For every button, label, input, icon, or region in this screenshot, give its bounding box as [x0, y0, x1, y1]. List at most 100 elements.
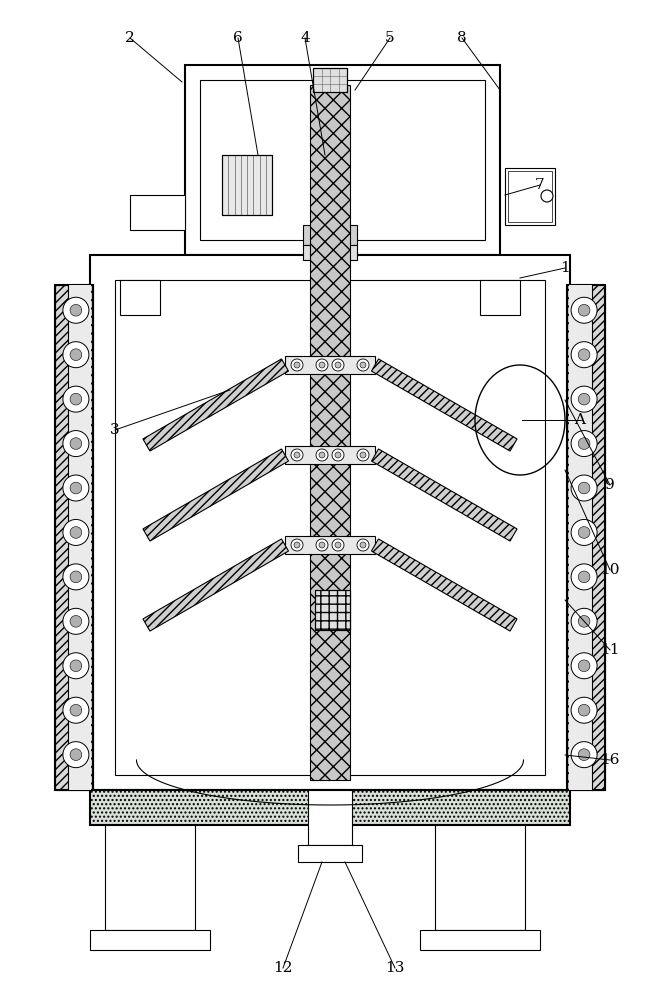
Circle shape: [63, 653, 89, 679]
Circle shape: [578, 349, 590, 361]
Bar: [105, 825, 195, 930]
Circle shape: [291, 359, 303, 371]
Circle shape: [571, 519, 597, 545]
Polygon shape: [372, 539, 517, 631]
Polygon shape: [143, 449, 289, 541]
Text: 13: 13: [386, 961, 405, 975]
Bar: [508, 171, 552, 222]
Circle shape: [357, 449, 369, 461]
Circle shape: [571, 475, 597, 501]
Circle shape: [578, 571, 590, 583]
Bar: [130, 195, 185, 230]
Bar: [480, 280, 520, 315]
Bar: [315, 590, 350, 630]
Bar: [310, 85, 350, 780]
Circle shape: [571, 742, 597, 768]
Text: 10: 10: [600, 563, 619, 577]
Bar: [420, 930, 540, 950]
Circle shape: [335, 362, 341, 368]
Bar: [569, 285, 592, 790]
Circle shape: [571, 564, 597, 590]
Circle shape: [571, 697, 597, 723]
Bar: [505, 168, 555, 225]
Bar: [115, 280, 545, 775]
Bar: [313, 68, 347, 92]
Circle shape: [70, 704, 82, 716]
Bar: [303, 225, 357, 245]
Text: 2: 2: [125, 31, 135, 45]
Circle shape: [63, 519, 89, 545]
Circle shape: [63, 608, 89, 634]
Text: 1: 1: [560, 261, 570, 275]
Bar: [55, 285, 93, 790]
Circle shape: [578, 615, 590, 627]
Text: 16: 16: [600, 753, 619, 767]
Circle shape: [291, 539, 303, 551]
Polygon shape: [143, 359, 289, 451]
Circle shape: [571, 431, 597, 457]
Circle shape: [571, 653, 597, 679]
Bar: [315, 590, 350, 630]
Bar: [55, 285, 93, 790]
Circle shape: [578, 482, 590, 494]
Circle shape: [63, 697, 89, 723]
Bar: [298, 845, 362, 862]
Circle shape: [63, 742, 89, 768]
Bar: [285, 446, 375, 464]
Circle shape: [571, 386, 597, 412]
Circle shape: [360, 452, 366, 458]
Circle shape: [70, 304, 82, 316]
Circle shape: [63, 475, 89, 501]
Bar: [567, 285, 605, 790]
Circle shape: [70, 482, 82, 494]
Circle shape: [70, 749, 82, 760]
Bar: [120, 280, 160, 315]
Circle shape: [319, 452, 325, 458]
Bar: [69, 285, 91, 790]
Circle shape: [541, 190, 553, 202]
Bar: [285, 536, 375, 554]
Circle shape: [332, 449, 344, 461]
Circle shape: [319, 542, 325, 548]
Text: 8: 8: [457, 31, 467, 45]
Circle shape: [571, 297, 597, 323]
Circle shape: [63, 386, 89, 412]
Text: A: A: [575, 413, 585, 427]
Bar: [222, 155, 272, 215]
Circle shape: [360, 542, 366, 548]
Circle shape: [578, 438, 590, 449]
Circle shape: [571, 342, 597, 368]
Circle shape: [70, 349, 82, 361]
Circle shape: [357, 359, 369, 371]
Circle shape: [70, 393, 82, 405]
Bar: [435, 825, 525, 930]
Text: 7: 7: [535, 178, 545, 192]
Polygon shape: [143, 539, 289, 631]
Circle shape: [332, 359, 344, 371]
Circle shape: [70, 527, 82, 538]
Circle shape: [294, 452, 300, 458]
Circle shape: [578, 527, 590, 538]
Bar: [303, 245, 357, 260]
Bar: [308, 790, 352, 845]
Circle shape: [571, 608, 597, 634]
Bar: [200, 80, 485, 240]
Polygon shape: [372, 359, 517, 451]
Circle shape: [578, 749, 590, 760]
Circle shape: [316, 449, 328, 461]
Circle shape: [316, 359, 328, 371]
Circle shape: [70, 615, 82, 627]
Circle shape: [63, 564, 89, 590]
Text: 9: 9: [605, 478, 615, 492]
Circle shape: [335, 542, 341, 548]
Circle shape: [294, 362, 300, 368]
Circle shape: [578, 704, 590, 716]
Text: 4: 4: [300, 31, 310, 45]
Bar: [313, 68, 347, 92]
Text: 3: 3: [110, 423, 120, 437]
Circle shape: [63, 297, 89, 323]
Circle shape: [357, 539, 369, 551]
Circle shape: [578, 660, 590, 672]
Bar: [285, 356, 375, 374]
Circle shape: [291, 449, 303, 461]
